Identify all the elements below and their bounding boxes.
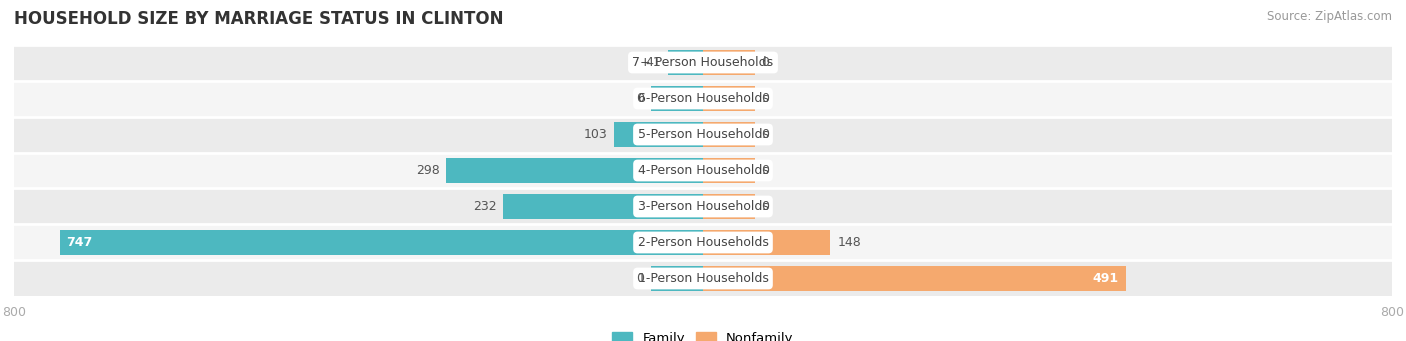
Text: 298: 298 (416, 164, 440, 177)
Bar (703, 158, 755, 183)
Bar (14, 189, 1392, 224)
Text: Source: ZipAtlas.com: Source: ZipAtlas.com (1267, 10, 1392, 23)
Text: 0: 0 (762, 56, 769, 69)
Text: 0: 0 (762, 92, 769, 105)
Text: 103: 103 (583, 128, 607, 141)
Bar (614, 122, 703, 147)
Bar (14, 261, 1392, 296)
Text: HOUSEHOLD SIZE BY MARRIAGE STATUS IN CLINTON: HOUSEHOLD SIZE BY MARRIAGE STATUS IN CLI… (14, 10, 503, 28)
Text: 1-Person Households: 1-Person Households (637, 272, 769, 285)
Text: 3-Person Households: 3-Person Households (637, 200, 769, 213)
Text: 0: 0 (637, 272, 644, 285)
Bar (703, 194, 755, 219)
Text: 5-Person Households: 5-Person Households (637, 128, 769, 141)
Bar (446, 158, 703, 183)
Text: 232: 232 (472, 200, 496, 213)
Text: 491: 491 (1092, 272, 1119, 285)
Bar (703, 266, 1126, 291)
Text: 747: 747 (66, 236, 93, 249)
Bar (14, 45, 1392, 80)
Bar (59, 230, 703, 255)
Text: 0: 0 (762, 200, 769, 213)
Text: 148: 148 (838, 236, 860, 249)
Bar (703, 86, 755, 111)
Text: 0: 0 (637, 92, 644, 105)
Bar (651, 86, 703, 111)
Text: 7+ Person Households: 7+ Person Households (633, 56, 773, 69)
Bar (503, 194, 703, 219)
Bar (703, 50, 755, 75)
Text: 0: 0 (762, 128, 769, 141)
Bar (703, 122, 755, 147)
Bar (14, 224, 1392, 261)
Bar (703, 230, 831, 255)
Text: 2-Person Households: 2-Person Households (637, 236, 769, 249)
Text: 6-Person Households: 6-Person Households (637, 92, 769, 105)
Bar (668, 50, 703, 75)
Bar (14, 117, 1392, 152)
Text: 0: 0 (762, 164, 769, 177)
Text: 4-Person Households: 4-Person Households (637, 164, 769, 177)
Legend: Family, Nonfamily: Family, Nonfamily (607, 327, 799, 341)
Bar (14, 152, 1392, 189)
Text: 41: 41 (645, 56, 661, 69)
Bar (14, 80, 1392, 117)
Bar (651, 266, 703, 291)
